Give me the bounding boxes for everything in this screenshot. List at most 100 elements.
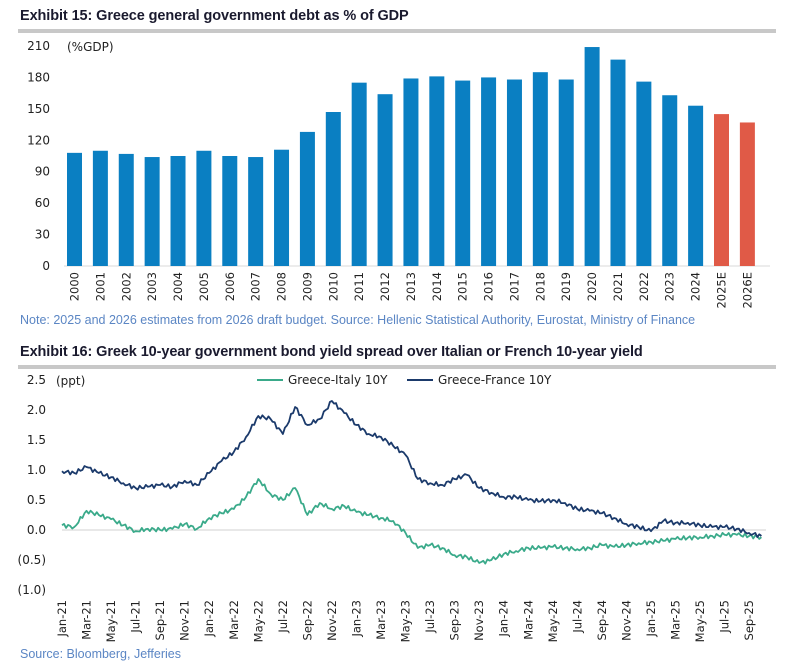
bar-actual [325,112,341,266]
x-tick-label: 2017 [507,272,521,301]
bar-actual [274,149,290,266]
bar-estimate [714,114,729,266]
x-tick-label: Mar-23 [374,600,388,640]
bar-actual [636,81,652,266]
bar-actual [377,94,393,266]
y-tick-label: 210 [27,39,50,53]
x-tick-label: May-24 [546,600,560,642]
x-tick-label: Mar-22 [227,600,241,640]
debt-bar-chart: 0 30 60 90 120 150 180 210 (%GDP) 2000 2001 2002 2… [27,39,770,309]
y-tick-label: 1.5 [27,433,46,447]
y-tick-label: 30 [35,228,50,242]
x-tick-label: Mar-21 [80,600,94,640]
bar-actual [92,150,108,266]
x-tick-label: 2020 [585,272,599,301]
x-tick-label: Jul-22 [276,600,290,634]
x-tick-label: May-22 [251,600,265,642]
bar-actual [455,80,471,266]
bar-actual [170,156,186,266]
series-line-greece-italy [61,478,762,565]
x-tick-label: Sep-25 [742,600,756,640]
x-tick-label: Jul-24 [570,600,584,634]
y-tick-label: 2.0 [27,403,46,417]
y-tick-label: (0.5) [18,553,46,567]
x-tick-label: May-25 [693,600,707,642]
x-tick-label: Jul-21 [129,600,143,634]
bar-actual [532,72,548,266]
bar-actual [688,105,704,266]
bar-actual [584,47,600,266]
exhibit16-note: Source: Bloomberg, Jefferies [20,647,181,661]
exhibit15-note: Note: 2025 and 2026 estimates from 2026 … [20,313,696,327]
bar-actual [429,76,445,266]
y-tick-label: 180 [27,70,50,84]
y-tick-label: 90 [35,165,50,179]
y-tick-label: 0.0 [27,523,46,537]
bar-actual [351,82,367,267]
x-tick-label: Sep-24 [595,600,609,640]
x-tick-label: Sep-21 [153,600,167,640]
x-tick-label: 2016 [482,272,496,301]
y-tick-label: (1.0) [18,583,46,597]
x-tick-label: 2013 [404,272,418,301]
x-tick-label: Nov-23 [472,600,486,641]
bar-actual [67,152,82,266]
bar-actual [299,131,315,266]
x-tick-label: 2000 [68,272,82,301]
bar-actual [403,78,419,266]
x-tick-label: Jan-22 [202,600,216,638]
x-tick-label: Nov-24 [619,600,633,641]
x-tick-label: 2011 [352,272,366,301]
y-tick-label: 120 [27,133,50,147]
x-tick-label: 2007 [249,272,263,301]
x-tick-label: 2005 [197,272,211,301]
x-tick-label: 2003 [145,272,159,301]
bar-actual [118,153,134,266]
x-tick-label: 2001 [93,272,107,301]
x-tick-label: Jan-23 [349,600,363,638]
x-tick-label: 2012 [378,272,392,301]
x-tick-label: May-21 [104,600,118,642]
x-tick-label: 2004 [171,272,185,301]
exhibit15-title: Exhibit 15: Greece general government de… [20,8,409,24]
x-tick-label: 2018 [533,272,547,301]
x-tick-label: 2023 [663,272,677,301]
x-tick-label: 2026E [740,272,754,309]
exhibit16-rule [18,365,776,369]
legend-label-greece-france: Greece-France 10Y [438,373,552,387]
x-tick-label: Jul-25 [718,600,732,634]
x-tick-label: May-23 [399,600,413,642]
y-tick-label: 1.0 [27,463,46,477]
exhibit16-title: Exhibit 16: Greek 10-year government bon… [20,344,643,360]
x-tick-label: 2014 [430,272,444,301]
bar-actual [144,157,160,266]
x-tick-label: Sep-22 [300,600,314,640]
x-tick-label: Nov-21 [178,600,192,641]
x-tick-label: Nov-22 [325,600,339,641]
y-tick-label: 0.5 [27,493,46,507]
x-tick-label: Mar-25 [669,600,683,640]
y-tick-label: 60 [35,196,50,210]
x-tick-label: 2021 [611,272,625,301]
bar-actual [248,157,264,266]
x-tick-label: 2010 [326,272,340,301]
y-tick-label: 0 [42,259,50,273]
bar-actual [196,150,212,266]
x-tick-label: 2006 [223,272,237,301]
x-tick-label: Jan-25 [644,600,658,638]
x-tick-label: Jan-21 [55,600,69,638]
bar-actual [506,79,522,267]
x-tick-label: 2022 [637,272,651,301]
y-axis-unit-label: (ppt) [56,374,85,388]
x-tick-label: 2025E [715,272,729,309]
legend-label-greece-italy: Greece-Italy 10Y [288,373,388,387]
bar-actual [558,79,574,267]
x-tick-label: 2024 [689,272,703,301]
bar-actual [662,95,678,266]
x-tick-label: 2008 [275,272,289,301]
exhibit15-rule [18,29,776,33]
x-tick-label: Mar-24 [521,600,535,640]
bar-actual [481,77,497,266]
x-tick-label: 2009 [300,272,314,301]
